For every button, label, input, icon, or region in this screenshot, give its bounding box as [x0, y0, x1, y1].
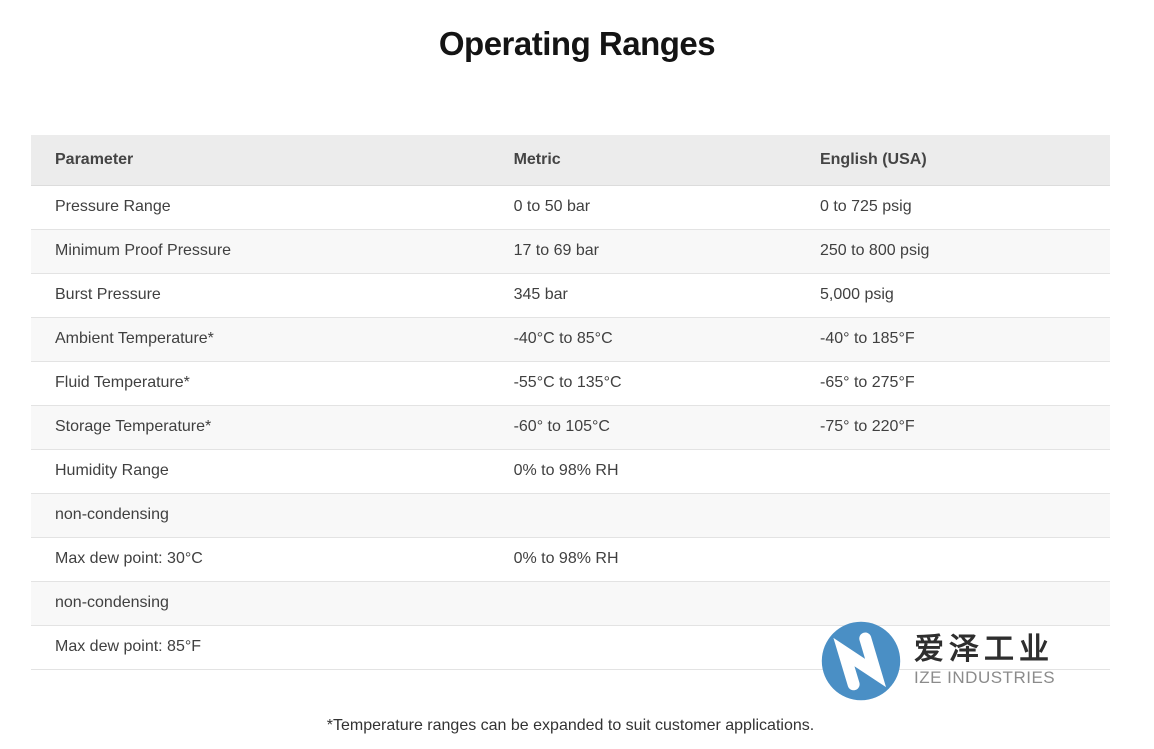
metric-cell: 0% to 98% RH	[513, 550, 619, 567]
page-title: Operating Ranges	[438, 25, 716, 62]
table-header-row: Parameter Metric English (USA)	[31, 135, 1110, 185]
table-row: Storage Temperature* -60° to 105°C -75° to…	[31, 405, 1110, 449]
table-row: Humidity Range 0% to 98% RH	[31, 449, 1110, 493]
table-row: non-condensing	[31, 493, 1110, 537]
english-usa-cell: 0 to 725 psig	[819, 198, 912, 215]
table-row: Burst Pressure 345 bar 5,000 psig	[31, 273, 1110, 317]
english-usa-cell	[796, 449, 1110, 493]
metric-cell	[490, 493, 796, 537]
operating-ranges-table-container: Parameter Metric English (USA) Pressure …	[31, 135, 1110, 670]
english-usa-cell	[796, 537, 1110, 581]
english-usa-cell: -75° to 220°F	[819, 418, 915, 435]
parameter-cell: Fluid Temperature*	[55, 374, 190, 391]
parameter-cell: Max dew point: 30°C	[55, 550, 203, 567]
metric-cell: 0% to 98% RH	[513, 462, 619, 479]
parameter-cell: Storage Temperature*	[55, 418, 212, 435]
table-row: non-condensing	[31, 581, 1110, 625]
operating-ranges-table: Parameter Metric English (USA) Pressure …	[31, 135, 1110, 670]
english-usa-cell: -40° to 185°F	[819, 330, 915, 347]
parameter-cell: Humidity Range	[55, 462, 169, 479]
table-row: Pressure Range 0 to 50 bar 0 to 725 psig	[31, 185, 1110, 229]
english-usa-cell	[796, 493, 1110, 537]
metric-cell	[490, 581, 796, 625]
table-row: Max dew point: 30°C 0% to 98% RH	[31, 537, 1110, 581]
english-usa-cell: -65° to 275°F	[819, 374, 915, 391]
metric-cell: 0 to 50 bar	[513, 198, 591, 215]
column-header-metric: Metric	[513, 150, 561, 168]
parameter-cell: Pressure Range	[55, 198, 171, 215]
metric-cell: 17 to 69 bar	[513, 242, 599, 259]
brand-name-english: IZE INDUSTRIES	[914, 668, 1056, 688]
parameter-cell: Burst Pressure	[55, 286, 161, 303]
brand-name-chinese: 爱泽工业	[914, 631, 1054, 667]
table-row: Minimum Proof Pressure 17 to 69 bar 250 to…	[31, 229, 1110, 273]
ize-logo-circle-n-icon	[821, 621, 901, 701]
table-row: Ambient Temperature* -40°C to 85°C -40° to…	[31, 317, 1110, 361]
metric-cell: -60° to 105°C	[513, 418, 610, 435]
brand-text-block: 爱泽工业 IZE INDUSTRIES	[914, 634, 1055, 689]
parameter-cell: Ambient Temperature*	[55, 330, 214, 347]
column-header-english-usa: English (USA)	[819, 150, 927, 168]
english-usa-cell: 250 to 800 psig	[819, 242, 930, 259]
ize-industries-watermark: 爱泽工业 IZE INDUSTRIES	[821, 621, 1055, 701]
temperature-footnote: *Temperature ranges can be expanded to s…	[326, 717, 815, 734]
english-usa-cell: 5,000 psig	[819, 286, 894, 303]
parameter-cell: non-condensing	[55, 506, 169, 523]
parameter-cell: non-condensing	[55, 594, 169, 611]
metric-cell	[490, 625, 796, 669]
parameter-cell: Minimum Proof Pressure	[55, 242, 232, 259]
parameter-cell: Max dew point: 85°F	[55, 638, 202, 655]
table-body: Pressure Range 0 to 50 bar 0 to 725 psig Mi…	[31, 185, 1110, 669]
metric-cell: -55°C to 135°C	[513, 374, 622, 391]
metric-cell: -40°C to 85°C	[513, 330, 613, 347]
metric-cell: 345 bar	[513, 286, 568, 303]
column-header-parameter: Parameter	[55, 150, 134, 168]
table-row: Fluid Temperature* -55°C to 135°C -65° to …	[31, 361, 1110, 405]
english-usa-cell	[796, 581, 1110, 625]
table-row: Max dew point: 85°F	[31, 625, 1110, 669]
